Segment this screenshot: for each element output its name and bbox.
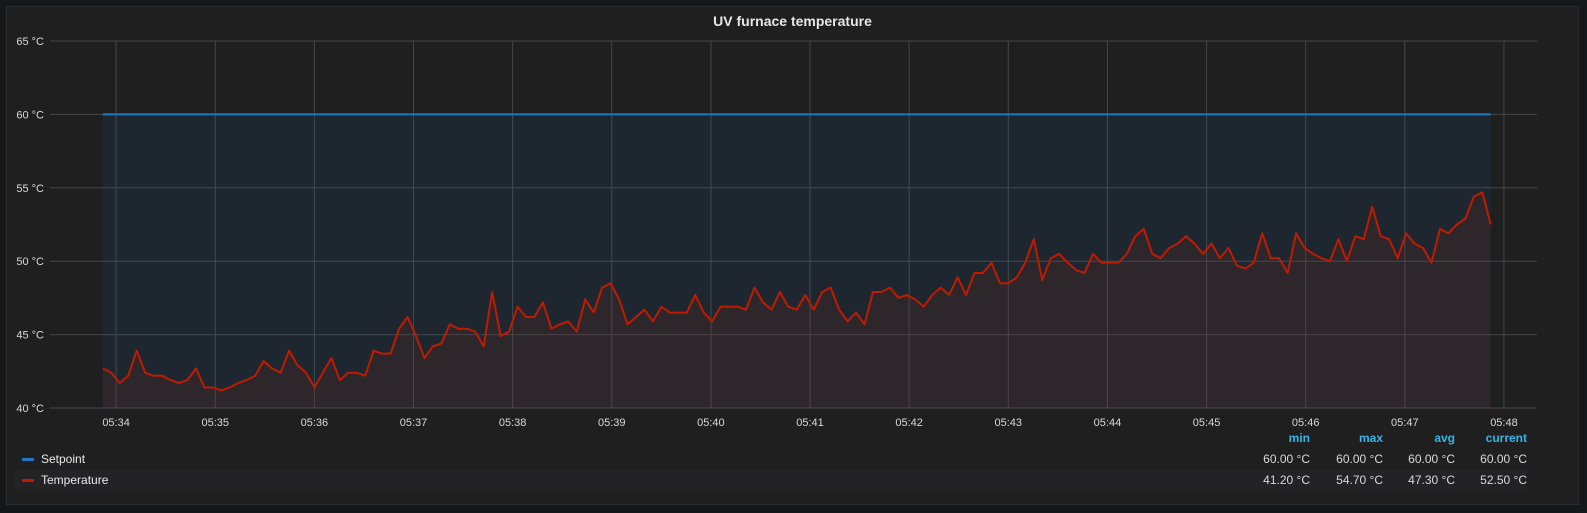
- x-tick-label: 05:39: [598, 417, 626, 429]
- x-tick-label: 05:36: [301, 417, 329, 429]
- temperature-area: [102, 192, 1491, 408]
- legend-value-max: 54.70 °C: [1336, 473, 1383, 487]
- legend-header-current[interactable]: current: [1485, 431, 1527, 445]
- y-tick-label: 45 °C: [16, 330, 44, 342]
- legend-value-current: 60.00 °C: [1480, 452, 1527, 466]
- x-tick-label: 05:47: [1391, 417, 1419, 429]
- setpoint-color-swatch[interactable]: [22, 458, 34, 461]
- y-tick-label: 40 °C: [16, 403, 44, 415]
- x-tick-label: 05:48: [1490, 417, 1518, 429]
- legend-value-min: 60.00 °C: [1263, 452, 1310, 466]
- temperature-series-line[interactable]: [102, 191, 1492, 392]
- legend-value-max: 60.00 °C: [1336, 452, 1383, 466]
- x-tick-label: 05:46: [1292, 417, 1320, 429]
- x-tick-label: 05:41: [796, 417, 824, 429]
- legend: min max avg current Setpoint 60.00 °C 60…: [14, 428, 1527, 491]
- y-tick-label: 60 °C: [16, 109, 44, 121]
- legend-value-current: 52.50 °C: [1480, 473, 1527, 487]
- legend-header-max[interactable]: max: [1358, 431, 1383, 445]
- panel-title[interactable]: UV furnace temperature: [713, 13, 872, 29]
- legend-row-temperature[interactable]: Temperature 41.20 °C 54.70 °C 47.30 °C 5…: [14, 470, 1527, 491]
- setpoint-area: [102, 114, 1491, 409]
- x-tick-label: 05:34: [102, 417, 130, 429]
- x-tick-label: 05:38: [499, 417, 527, 429]
- x-tick-label: 05:35: [201, 417, 229, 429]
- legend-series-name[interactable]: Temperature: [41, 473, 109, 487]
- legend-value-avg: 47.30 °C: [1408, 473, 1455, 487]
- y-tick-label: 65 °C: [16, 36, 44, 48]
- legend-header-avg[interactable]: avg: [1434, 431, 1455, 445]
- y-tick-label: 50 °C: [16, 256, 44, 268]
- legend-row-setpoint[interactable]: Setpoint 60.00 °C 60.00 °C 60.00 °C 60.0…: [14, 449, 1527, 470]
- legend-header-min[interactable]: min: [1288, 431, 1310, 445]
- x-tick-label: 05:45: [1193, 417, 1221, 429]
- legend-value-min: 41.20 °C: [1263, 473, 1310, 487]
- x-tick-label: 05:44: [1094, 417, 1122, 429]
- x-tick-label: 05:40: [697, 417, 725, 429]
- legend-value-avg: 60.00 °C: [1408, 452, 1455, 466]
- x-tick-label: 05:43: [995, 417, 1023, 429]
- x-tick-label: 05:37: [400, 417, 428, 429]
- legend-series-name[interactable]: Setpoint: [41, 452, 86, 466]
- temperature-color-swatch[interactable]: [22, 479, 34, 482]
- y-tick-label: 55 °C: [16, 183, 44, 195]
- x-tick-label: 05:42: [895, 417, 923, 429]
- legend-header: min max avg current: [14, 428, 1527, 449]
